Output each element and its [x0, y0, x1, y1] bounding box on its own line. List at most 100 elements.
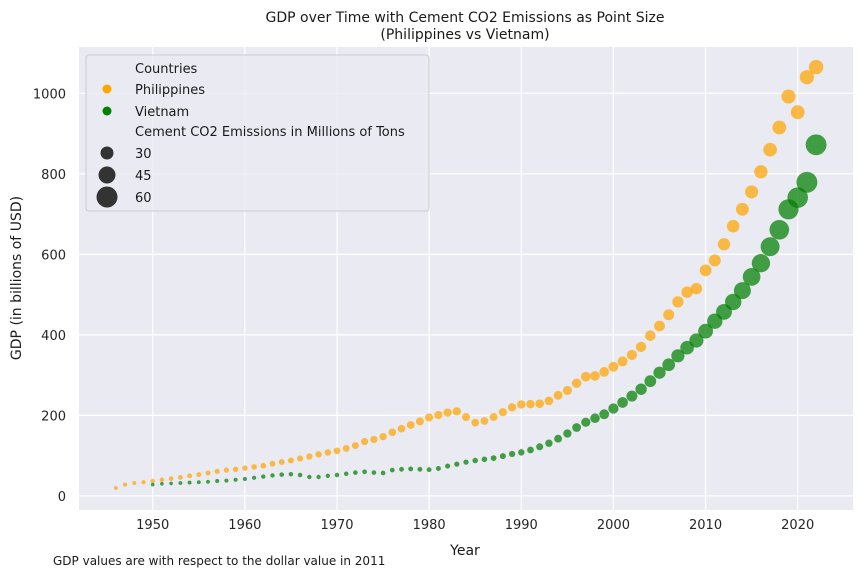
point-vietnam: [371, 470, 377, 475]
point-vietnam: [545, 439, 553, 447]
point-philippines: [251, 464, 257, 470]
point-philippines: [699, 264, 712, 277]
point-vietnam: [279, 472, 284, 477]
point-philippines: [388, 428, 397, 437]
point-vietnam: [751, 254, 771, 273]
point-vietnam: [689, 333, 704, 348]
point-vietnam: [617, 397, 628, 408]
point-vietnam: [508, 450, 516, 458]
point-philippines: [562, 385, 572, 395]
point-philippines: [553, 390, 563, 400]
point-vietnam: [626, 390, 638, 402]
point-philippines: [324, 449, 332, 456]
point-philippines: [242, 465, 248, 471]
point-vietnam: [581, 417, 591, 427]
point-philippines: [315, 451, 322, 458]
x-tick-label: 1970: [320, 518, 353, 533]
y-tick-label: 0: [58, 490, 66, 505]
series-vietnam: [150, 134, 827, 487]
point-vietnam: [261, 474, 266, 479]
point-vietnam: [215, 478, 220, 484]
point-vietnam: [653, 366, 666, 379]
point-philippines: [379, 433, 387, 441]
point-philippines: [663, 309, 675, 321]
point-vietnam: [608, 403, 619, 414]
legend-hue-title: Countries: [135, 62, 198, 77]
point-vietnam: [490, 455, 497, 461]
point-philippines: [232, 466, 239, 473]
point-philippines: [159, 477, 165, 483]
point-philippines: [690, 282, 703, 295]
point-philippines: [635, 341, 647, 353]
y-tick-label: 1000: [33, 87, 66, 102]
point-vietnam: [698, 323, 713, 339]
point-philippines: [726, 219, 740, 233]
point-philippines: [672, 296, 684, 308]
legend: Countries Philippines Vietnam Cement CO2…: [85, 54, 430, 212]
point-vietnam: [389, 467, 395, 473]
point-philippines: [370, 435, 378, 444]
point-vietnam: [445, 463, 451, 469]
point-vietnam: [599, 409, 610, 420]
point-philippines: [351, 442, 359, 450]
point-philippines: [626, 349, 637, 361]
legend-box: [85, 54, 430, 212]
point-vietnam: [572, 423, 582, 432]
point-vietnam: [499, 453, 506, 460]
point-vietnam: [233, 477, 238, 482]
x-tick-label: 1960: [228, 518, 261, 533]
point-vietnam: [187, 480, 192, 485]
legend-marker-philippines: [102, 84, 112, 94]
point-vietnam: [671, 349, 685, 363]
point-philippines: [178, 475, 183, 480]
chart-title: GDP over Time with Cement CO2 Emissions …: [266, 10, 665, 26]
legend-size-marker-45: [98, 166, 116, 184]
point-philippines: [735, 202, 749, 216]
point-philippines: [645, 330, 656, 341]
point-philippines: [535, 399, 544, 408]
point-vietnam: [408, 466, 414, 472]
y-tick-label: 800: [41, 168, 66, 183]
point-philippines: [763, 142, 777, 157]
point-vietnam: [644, 375, 657, 388]
point-philippines: [361, 438, 369, 446]
x-tick-label: 1990: [505, 518, 538, 533]
point-vietnam: [224, 478, 229, 483]
point-vietnam: [288, 471, 294, 477]
point-philippines: [196, 472, 202, 478]
point-philippines: [260, 462, 267, 469]
point-vietnam: [590, 413, 600, 423]
x-tick-label: 1980: [413, 518, 446, 533]
point-vietnam: [481, 456, 488, 463]
point-philippines: [425, 413, 434, 422]
point-vietnam: [787, 187, 808, 208]
point-philippines: [790, 105, 805, 120]
point-vietnam: [316, 474, 321, 480]
point-philippines: [287, 457, 294, 464]
point-vietnam: [527, 446, 534, 454]
point-vietnam: [251, 475, 257, 480]
point-philippines: [168, 476, 174, 481]
point-vietnam: [635, 383, 647, 395]
point-philippines: [443, 408, 452, 417]
point-vietnam: [733, 282, 751, 300]
point-philippines: [123, 482, 128, 487]
point-vietnam: [435, 465, 441, 472]
point-vietnam: [297, 472, 303, 478]
point-philippines: [507, 403, 517, 412]
point-vietnam: [760, 237, 780, 257]
point-vietnam: [518, 449, 525, 456]
legend-size-marker-30: [100, 146, 114, 160]
point-philippines: [489, 413, 498, 421]
point-philippines: [745, 185, 759, 199]
point-philippines: [498, 408, 507, 417]
legend-label-philippines: Philippines: [135, 83, 205, 98]
point-philippines: [617, 356, 628, 367]
point-philippines: [781, 89, 796, 104]
point-philippines: [708, 254, 721, 267]
point-vietnam: [242, 476, 248, 482]
point-philippines: [306, 453, 313, 460]
point-vietnam: [725, 293, 742, 311]
point-vietnam: [399, 466, 404, 472]
